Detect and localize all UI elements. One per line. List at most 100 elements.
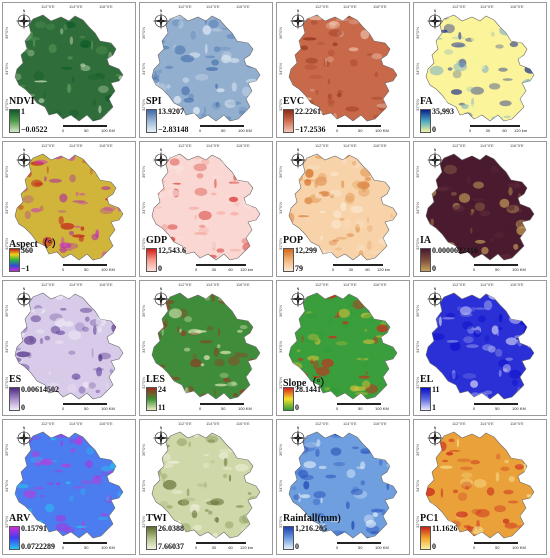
legend-min-value: 79 — [295, 264, 303, 273]
map-panel-evc: 112°0'E 114°0'E 116°0'E 36°0'N 34°0'N 32°0'N N… — [276, 2, 410, 138]
map-panel-ia: 112°0'E 114°0'E 116°0'E 36°0'N 34°0'N 32°0'N N… — [413, 141, 547, 277]
legend-min-value: 0.0722289 — [21, 542, 55, 551]
longitude-label: 116°0'E — [99, 282, 113, 287]
scale-tick-label: 50 — [358, 545, 363, 550]
longitude-label: 114°0'E — [480, 421, 494, 426]
legend-color-bar — [9, 526, 20, 550]
scale-tick-label: 30 — [485, 128, 491, 133]
legend-max-value: 11 — [432, 385, 440, 394]
legend-color-bar — [146, 387, 157, 411]
svg-text:N: N — [160, 148, 163, 152]
legend-min-value: −2.83148 — [158, 125, 189, 134]
longitude-label: 112°0'E — [452, 421, 466, 426]
scale-tick-label: 0 — [62, 267, 65, 272]
province-outline — [425, 153, 535, 261]
longitude-label: 116°0'E — [99, 4, 113, 9]
region-map — [288, 14, 398, 122]
scale-bar-line — [470, 125, 520, 127]
scale-tick-label: 0 — [469, 128, 472, 133]
layer-title: NDVI — [9, 96, 35, 107]
region-map — [425, 153, 535, 261]
latitude-label: 36°0'N — [4, 27, 9, 39]
latitude-label: 34°0'N — [278, 63, 283, 75]
svg-text:N: N — [23, 9, 26, 13]
longitude-label: 112°0'E — [41, 4, 55, 9]
longitude-label: 112°0'E — [41, 143, 55, 148]
scale-bar-line — [196, 542, 246, 544]
legend-max-value: 13.9207 — [158, 107, 184, 116]
scale-bar: 0 50 100 KM — [62, 542, 117, 553]
legend-color-bar — [283, 248, 294, 272]
scale-bar-line — [63, 403, 107, 405]
scale-bar: 0 50 100 KM — [336, 542, 391, 553]
longitude-label: 112°0'E — [452, 4, 466, 9]
latitude-label: 34°0'N — [141, 202, 146, 214]
latitude-label: 34°0'N — [4, 341, 9, 353]
scale-bar: 0 50 100 KM — [473, 403, 528, 414]
longitude-label: 116°0'E — [373, 282, 387, 287]
longitude-label: 112°0'E — [41, 421, 55, 426]
scale-bar-line — [337, 542, 381, 544]
longitude-label: 116°0'E — [236, 282, 250, 287]
legend-color-bar — [146, 109, 157, 133]
north-arrow-icon: N — [426, 148, 444, 169]
latitude-label: 36°0'N — [141, 305, 146, 317]
latitude-label: 36°0'N — [415, 166, 420, 178]
longitude-label: 114°0'E — [343, 421, 357, 426]
scale-bar-line — [196, 264, 246, 266]
latitude-label: 36°0'N — [141, 444, 146, 456]
latitude-label: 36°0'N — [141, 27, 146, 39]
region-map — [288, 431, 398, 539]
north-arrow-icon: N — [289, 426, 307, 447]
longitude-label: 112°0'E — [315, 4, 329, 9]
scale-tick-label: 100 KM — [375, 545, 389, 550]
longitude-label: 114°0'E — [206, 421, 220, 426]
scale-tick-label: 30 — [211, 545, 217, 550]
latitude-label: 36°0'N — [4, 444, 9, 456]
scale-tick-label: 30 — [211, 267, 217, 272]
scale-tick-label: 120 km — [240, 267, 254, 272]
legend-color-bar — [146, 526, 157, 550]
legend-max-value: 35,993 — [432, 107, 454, 116]
svg-text:N: N — [23, 148, 26, 152]
svg-text:N: N — [23, 287, 26, 291]
scale-tick-label: 0 — [332, 267, 335, 272]
latitude-label: 36°0'N — [4, 166, 9, 178]
scale-tick-label: 0 — [336, 128, 339, 133]
legend-max-value: 28.1441 — [295, 385, 321, 394]
legend-color-bar — [420, 526, 431, 550]
scale-tick-label: 60 — [228, 267, 233, 272]
province-outline — [288, 431, 398, 539]
latitude-label: 36°0'N — [278, 166, 283, 178]
legend-max-value: 0.0000622416 — [432, 246, 478, 255]
north-arrow-icon: N — [152, 426, 170, 447]
latitude-label: 34°0'N — [415, 202, 420, 214]
scale-tick-label: 100 KM — [101, 406, 115, 411]
legend-color-bar — [420, 109, 431, 133]
scale-bar: 0 50 100 KM — [62, 403, 117, 414]
north-arrow-icon: N — [152, 148, 170, 169]
legend-min-value: 1 — [432, 403, 436, 412]
latitude-label: 36°0'N — [415, 305, 420, 317]
legend-max-value: 11.1626 — [432, 524, 458, 533]
map-panel-el: 112°0'E 114°0'E 116°0'E 36°0'N 34°0'N 32°0'N N… — [413, 280, 547, 416]
layer-title: ARV — [9, 513, 31, 524]
layer-title: FA — [420, 96, 433, 107]
scale-bar: 0 50 100 KM — [473, 264, 528, 275]
province-outline — [151, 431, 261, 539]
scale-tick-label: 60 — [228, 545, 233, 550]
legend-max-value: 22.2261 — [295, 107, 321, 116]
scale-tick-label: 0 — [62, 128, 65, 133]
scale-tick-label: 50 — [495, 545, 500, 550]
scale-tick-label: 100 KM — [375, 406, 389, 411]
latitude-label: 36°0'N — [278, 305, 283, 317]
region-map — [425, 292, 535, 400]
svg-text:N: N — [160, 426, 163, 430]
layer-title: Slope（°） — [283, 378, 331, 389]
latitude-label: 36°0'N — [141, 166, 146, 178]
latitude-label: 34°0'N — [4, 63, 9, 75]
scale-bar-line — [333, 264, 383, 266]
svg-text:N: N — [160, 9, 163, 13]
layer-title: EL — [420, 374, 434, 385]
region-map — [288, 292, 398, 400]
